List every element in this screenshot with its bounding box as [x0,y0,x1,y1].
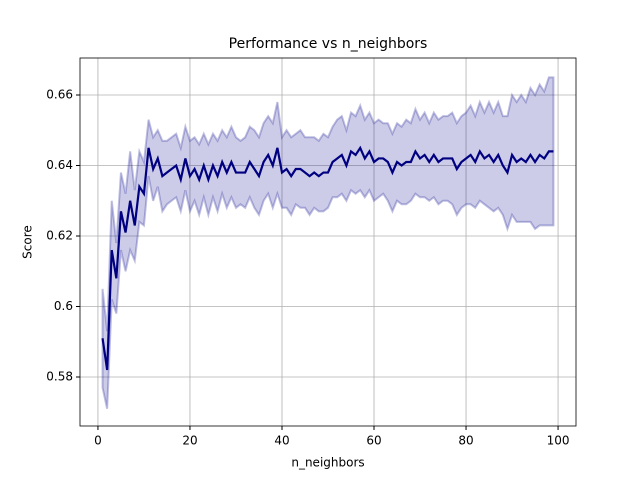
y-tick-label: 0.64 [46,158,73,172]
y-axis-label: Score [21,225,35,259]
x-axis-label: n_neighbors [291,456,364,470]
x-tick-label: 0 [94,434,102,448]
y-tick-label: 0.62 [46,229,73,243]
y-tick-label: 0.66 [46,88,73,102]
x-tick-label: 100 [547,434,570,448]
y-tick-label: 0.6 [54,299,73,313]
plot-frame [79,57,577,427]
x-tick-label: 40 [274,434,289,448]
x-tick-label: 60 [366,434,381,448]
error-band [101,76,555,409]
chart-title: Performance vs n_neighbors [229,36,428,52]
x-tick-label: 20 [182,434,197,448]
line [101,145,554,371]
x-tick-label: 80 [458,434,473,448]
y-tick-label: 0.58 [46,370,73,384]
